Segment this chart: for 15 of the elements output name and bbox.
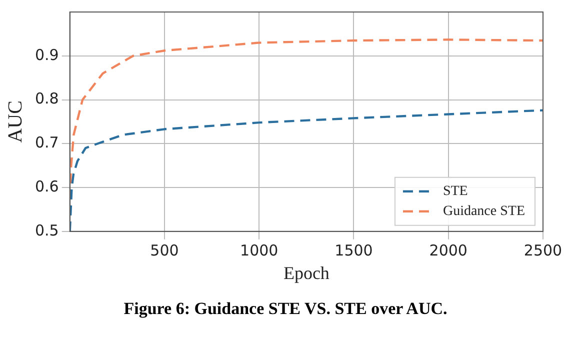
y-tick-label: 0.6 (34, 177, 59, 196)
x-axis-title: Epoch (283, 262, 330, 283)
y-tick-label: 0.5 (34, 221, 59, 240)
legend-label: Guidance STE (442, 204, 525, 220)
y-axis-title: AUC (4, 100, 26, 143)
caption: Figure 6: Guidance STE VS. STE over AUC. (122, 299, 448, 319)
x-tick-label: 2500 (524, 241, 562, 260)
legend-label: STE (442, 184, 468, 200)
x-tick-label: 500 (150, 241, 179, 260)
x-tick-label: 1500 (334, 241, 373, 260)
x-tick-label: 1000 (240, 241, 278, 260)
y-tick-label: 0.8 (34, 90, 59, 108)
y-tick-label: 0.9 (34, 46, 59, 64)
x-tick-label: 2000 (429, 241, 468, 260)
y-tick-label: 0.7 (34, 134, 59, 152)
